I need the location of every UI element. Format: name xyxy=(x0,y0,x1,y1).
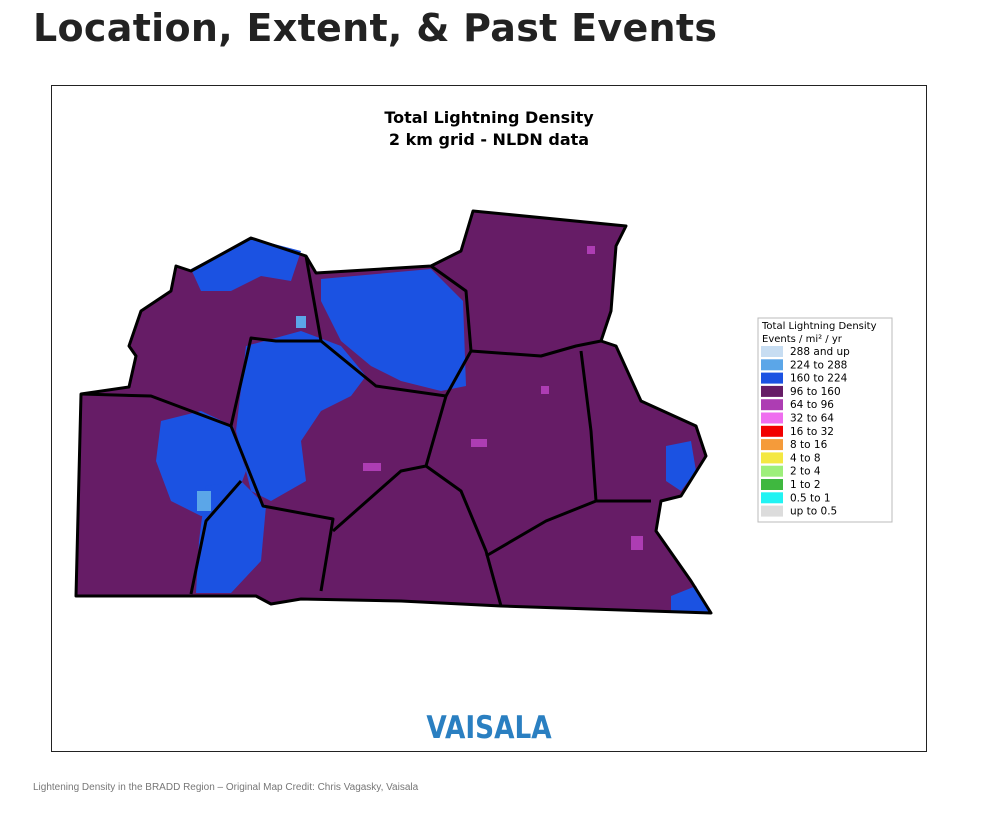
legend-swatch xyxy=(761,412,783,424)
logo: VAISALA xyxy=(426,709,552,746)
map-subtitle: 2 km grid - NLDN data xyxy=(389,130,589,149)
legend-title: Total Lightning Density xyxy=(761,321,877,332)
high-density-area xyxy=(236,331,366,501)
legend-label: 4 to 8 xyxy=(790,452,821,464)
legend-swatch xyxy=(761,465,783,477)
legend-label: 1 to 2 xyxy=(790,479,821,491)
moderate-density-cell xyxy=(363,463,381,471)
legend-label: 32 to 64 xyxy=(790,413,834,425)
legend: Total Lightning Density Events / mi² / y… xyxy=(757,317,893,523)
map: Total Lightning Density 2 km grid - NLDN… xyxy=(74,108,893,746)
legend-swatch xyxy=(761,505,783,517)
map-title: Total Lightning Density xyxy=(384,108,594,127)
very-high-density-cell xyxy=(197,491,211,511)
page-heading: Location, Extent, & Past Events xyxy=(33,6,718,50)
legend-label: 160 to 224 xyxy=(790,373,848,385)
legend-swatch xyxy=(761,452,783,464)
legend-subtitle: Events / mi² / yr xyxy=(762,334,843,345)
legend-swatch xyxy=(761,372,783,384)
moderate-density-cell xyxy=(471,439,487,447)
high-density-area xyxy=(191,238,301,291)
legend-label: 8 to 16 xyxy=(790,439,828,451)
legend-swatch xyxy=(761,346,783,357)
legend-swatch xyxy=(761,359,783,371)
county-borders xyxy=(74,209,713,615)
region-fill xyxy=(76,211,711,613)
legend-swatch xyxy=(761,385,783,397)
high-density-area xyxy=(671,586,709,613)
figure-caption: Lightening Density in the BRADD Region –… xyxy=(33,782,419,793)
high-density-area xyxy=(196,481,266,593)
moderate-density-cell xyxy=(631,536,643,550)
legend-label: 224 to 288 xyxy=(790,359,847,371)
legend-label: 96 to 160 xyxy=(790,386,841,398)
legend-label: 288 and up xyxy=(790,346,850,358)
legend-label: 0.5 to 1 xyxy=(790,492,831,504)
high-density-area xyxy=(666,441,696,491)
legend-label: 64 to 96 xyxy=(790,399,834,411)
legend-label: 16 to 32 xyxy=(790,426,834,438)
map-figure: Total Lightning Density 2 km grid - NLDN… xyxy=(51,85,927,752)
legend-label: 2 to 4 xyxy=(790,466,821,478)
legend-swatch xyxy=(761,425,783,437)
legend-label: up to 0.5 xyxy=(790,506,837,518)
legend-swatch xyxy=(761,439,783,451)
moderate-density-cell xyxy=(587,246,595,254)
legend-swatch xyxy=(761,492,783,504)
region-map xyxy=(74,209,713,615)
high-density-area xyxy=(321,269,466,391)
legend-swatch xyxy=(761,399,783,411)
legend-swatch xyxy=(761,479,783,490)
very-high-density-cell xyxy=(296,316,306,328)
moderate-density-cell xyxy=(541,386,549,394)
